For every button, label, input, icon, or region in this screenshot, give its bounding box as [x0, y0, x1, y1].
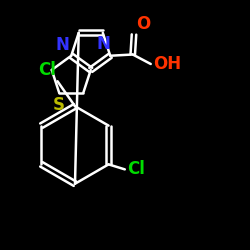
- Text: O: O: [136, 15, 150, 33]
- Text: S: S: [53, 96, 65, 114]
- Text: N: N: [55, 36, 69, 54]
- Text: Cl: Cl: [38, 61, 56, 79]
- Text: OH: OH: [153, 55, 181, 73]
- Text: N: N: [96, 35, 110, 53]
- Text: Cl: Cl: [127, 160, 145, 178]
